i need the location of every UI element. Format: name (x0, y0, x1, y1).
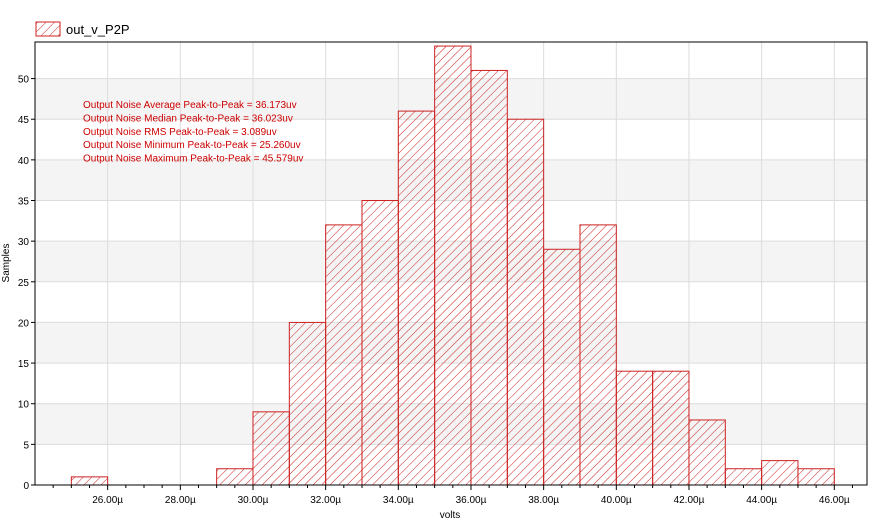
x-tick-label: 34.00µ (383, 495, 414, 506)
statistic-annotation: Output Noise Median Peak-to-Peak = 36.02… (83, 113, 293, 124)
histogram-bar (288, 321, 327, 486)
histogram-bar (797, 468, 835, 486)
axis-ticks (31, 78, 853, 490)
histogram-bar (70, 476, 109, 486)
x-tick-label: 32.00µ (310, 495, 341, 506)
y-tick-label: 30 (18, 237, 30, 248)
x-axis-tick-labels: 26.00µ 28.00µ 30.00µ 32.00µ 34.00µ 36.00µ 38.0… (92, 495, 850, 506)
y-tick-label: 0 (23, 481, 29, 492)
y-tick-label: 50 (18, 75, 30, 86)
histogram-bar (579, 224, 617, 486)
x-tick-label: 26.00µ (92, 495, 123, 506)
plot-frame (34, 41, 868, 486)
y-tick-label: 15 (18, 359, 30, 370)
x-axis-title: volts (440, 510, 461, 521)
y-tick-label: 25 (18, 278, 30, 289)
x-tick-label: 30.00µ (238, 495, 269, 506)
statistics-annotations: Output Noise Average Peak-to-Peak = 36.1… (83, 100, 303, 165)
x-tick-label: 40.00µ (601, 495, 632, 506)
y-tick-label: 20 (18, 318, 30, 329)
histogram-bar (325, 224, 363, 486)
legend-swatch (35, 21, 61, 37)
x-tick-label: 28.00µ (165, 495, 196, 506)
histogram-bar (724, 468, 763, 486)
histogram-bar (543, 248, 581, 486)
x-tick-label: 46.00µ (819, 495, 850, 506)
histogram-bar (361, 200, 399, 486)
y-tick-label: 40 (18, 156, 30, 167)
statistic-annotation: Output Noise Maximum Peak-to-Peak = 45.5… (83, 154, 303, 165)
y-axis-tick-labels: 0 5 10 15 20 25 30 35 40 45 50 (18, 75, 30, 492)
legend-label: out_v_P2P (66, 22, 130, 37)
x-tick-label: 42.00µ (674, 495, 705, 506)
y-tick-label: 45 (18, 115, 30, 126)
y-tick-label: 10 (18, 400, 30, 411)
histogram-bar (434, 45, 472, 486)
histogram-bar (252, 411, 290, 486)
legend: out_v_P2P (35, 21, 130, 37)
statistic-annotation: Output Noise Minimum Peak-to-Peak = 25.2… (83, 140, 301, 151)
statistic-annotation: Output Noise Average Peak-to-Peak = 36.1… (83, 100, 297, 111)
y-tick-label: 5 (23, 440, 29, 451)
histogram-bar (615, 370, 654, 486)
histogram-bars (70, 45, 835, 486)
histogram-bar (216, 468, 254, 486)
histogram-bar (652, 370, 690, 486)
histogram-bar (688, 419, 726, 486)
y-tick-label: 35 (18, 197, 30, 208)
histogram-bar (761, 460, 799, 486)
x-tick-label: 38.00µ (528, 495, 559, 506)
x-tick-label: 36.00µ (456, 495, 487, 506)
histogram-bar (506, 118, 545, 486)
histogram-bar (397, 110, 436, 486)
histogram-bar (470, 69, 508, 486)
statistic-annotation: Output Noise RMS Peak-to-Peak = 3.089uv (83, 127, 277, 138)
x-tick-label: 44.00µ (746, 495, 777, 506)
y-axis-title: Samples (1, 244, 12, 283)
